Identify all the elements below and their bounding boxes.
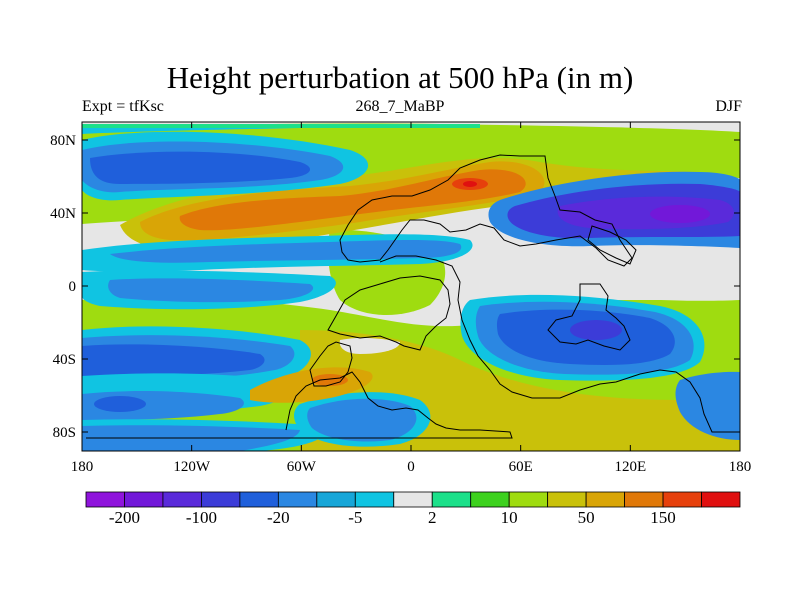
contour-band xyxy=(570,320,622,340)
contour-band xyxy=(82,344,265,376)
lat-tick-label: 40N xyxy=(50,206,76,222)
asia-peninsula-outline xyxy=(587,225,637,265)
colorbar-label: -100 xyxy=(185,508,217,527)
lon-tick-label: 60W xyxy=(287,459,317,475)
coastlines xyxy=(86,154,740,439)
lon-tick-label: 120E xyxy=(614,459,646,475)
colorbar-box xyxy=(431,491,472,508)
contour-max xyxy=(463,181,477,187)
eurasia-outline xyxy=(339,154,633,267)
colorbar-box xyxy=(354,491,395,508)
southern-landmass-outline xyxy=(379,255,740,433)
neutral-band xyxy=(339,337,400,354)
colorbar-box xyxy=(124,491,164,508)
contour-band xyxy=(312,374,348,386)
colorbar-label: 50 xyxy=(577,508,595,527)
lon-tick-label: 0 xyxy=(407,459,415,475)
lat-tick-label: 0 xyxy=(69,279,77,295)
plot-title: Height perturbation at 500 hPa (in m) xyxy=(166,60,634,95)
contour-band xyxy=(650,205,710,223)
colorbar-box xyxy=(585,491,625,508)
colorbar-label: -20 xyxy=(267,508,290,527)
lat-tick-label: 40S xyxy=(53,352,76,368)
antarctica-outline xyxy=(86,371,513,439)
lat-tick-label: 80N xyxy=(50,133,76,149)
colorbar-box xyxy=(239,491,279,508)
colorbar-label: -200 xyxy=(108,508,141,527)
longitude-axis: 180 120W 60W 0 60E 120E 180 xyxy=(71,122,752,475)
contour-band xyxy=(90,151,311,184)
contour-band xyxy=(675,371,740,440)
colorbar-box xyxy=(624,491,664,508)
colorbar-box xyxy=(662,491,702,508)
colorbar-label: 150 xyxy=(650,508,676,527)
colorbar-box xyxy=(201,491,241,508)
experiment-label: Expt = tfKsc xyxy=(82,98,164,115)
colorbar-box xyxy=(470,491,510,508)
contour-field xyxy=(82,122,740,451)
contour-band xyxy=(82,128,300,134)
lon-tick-label: 180 xyxy=(729,459,752,475)
south-america-outline xyxy=(309,341,353,387)
lon-tick-label: 60E xyxy=(509,459,533,475)
colorbar-box xyxy=(393,491,433,508)
lat-tick-label: 80S xyxy=(53,425,76,441)
contour-band xyxy=(82,124,480,128)
lon-tick-label: 120W xyxy=(173,459,211,475)
contour-band xyxy=(110,240,462,263)
colorbar-label: 10 xyxy=(500,508,518,527)
colorbar-box xyxy=(508,491,549,508)
colorbar-box xyxy=(701,491,741,508)
colorbar-box xyxy=(547,491,587,508)
season-label: DJF xyxy=(715,98,742,115)
contour-band xyxy=(94,396,146,412)
colorbar-box xyxy=(316,491,356,508)
colorbar-label: 2 xyxy=(427,508,437,527)
lon-tick-label: 180 xyxy=(71,459,94,475)
australia-outline xyxy=(547,283,631,351)
contour-band xyxy=(108,278,314,303)
colorbar-label: -5 xyxy=(348,508,363,527)
run-label: 268_7_MaBP xyxy=(355,98,445,115)
colorbar-box xyxy=(85,491,125,508)
latitude-axis: 80N 40N 0 40S 80S xyxy=(50,133,740,441)
colorbar xyxy=(85,491,741,508)
africa-outline xyxy=(327,275,451,351)
neutral-band xyxy=(600,267,740,301)
colorbar-box xyxy=(162,491,202,508)
colorbar-box xyxy=(277,491,318,508)
